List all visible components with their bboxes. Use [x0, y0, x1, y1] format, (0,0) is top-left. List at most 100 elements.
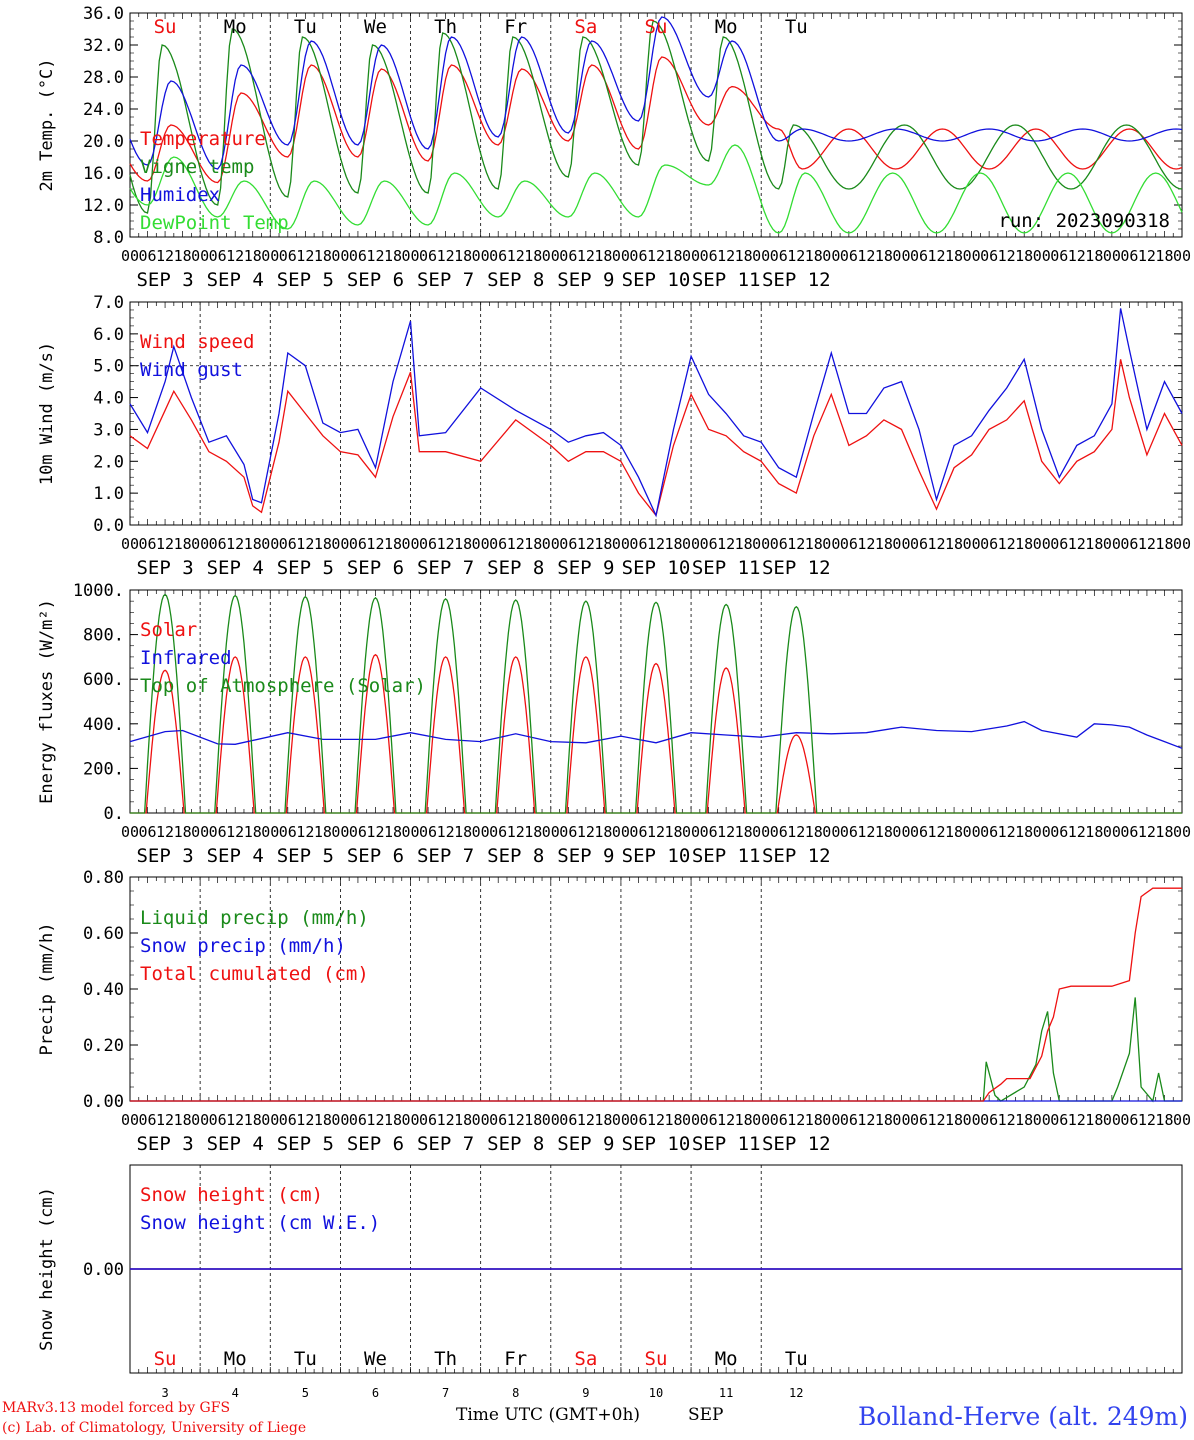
hour-label: 06: [1050, 535, 1068, 553]
legend-entry: Top of Atmosphere (Solar): [140, 675, 426, 697]
hour-label: 12: [647, 1111, 665, 1129]
hour-label: 00: [402, 247, 420, 265]
hour-label: 18: [1015, 1111, 1033, 1129]
hour-label: 00: [752, 823, 770, 841]
hour-label: 06: [209, 823, 227, 841]
y-tick-label: 0.00: [83, 1092, 124, 1112]
hour-label: 06: [419, 535, 437, 553]
hour-label: 12: [437, 247, 455, 265]
hour-label: 12: [1138, 535, 1156, 553]
hour-label: 06: [209, 1111, 227, 1129]
hour-label: 06: [489, 535, 507, 553]
hour-label: 12: [857, 247, 875, 265]
hour-label: 12: [296, 1111, 314, 1129]
hour-label: 00: [892, 1111, 910, 1129]
hour-label: 06: [700, 535, 718, 553]
hour-label: 12: [437, 1111, 455, 1129]
date-label: SEP 7: [417, 1133, 474, 1155]
hour-label: 06: [209, 535, 227, 553]
weekday-label: Fr: [504, 16, 527, 38]
hour-label: 18: [805, 247, 823, 265]
day-number-label: 6: [372, 1386, 379, 1400]
hour-label: 12: [717, 247, 735, 265]
hour-label: 00: [191, 535, 209, 553]
hour-label: 12: [577, 535, 595, 553]
hour-label: 12: [226, 247, 244, 265]
hour-label: 00: [402, 535, 420, 553]
hour-label: 06: [279, 1111, 297, 1129]
date-label: SEP 10: [622, 557, 691, 579]
y-tick-label: 36.0: [83, 4, 124, 24]
hour-label: 18: [1085, 247, 1103, 265]
series-wind-gust: [129, 308, 1183, 518]
date-label: SEP 8: [487, 557, 544, 579]
hour-label: 06: [489, 823, 507, 841]
hour-label: 18: [735, 247, 753, 265]
day-number-label: 12: [789, 1386, 803, 1400]
hour-label: 12: [296, 535, 314, 553]
y-axis-label: 2m Temp. (°C): [37, 58, 57, 191]
hour-label: 12: [1068, 247, 1086, 265]
hour-label: 18: [665, 247, 683, 265]
hour-label: 00: [1103, 247, 1121, 265]
weekday-label: Th: [434, 16, 457, 38]
weekday-label: Sa: [574, 16, 597, 38]
hour-label: 18: [454, 1111, 472, 1129]
hour-label: 06: [840, 535, 858, 553]
hour-label: 18: [454, 247, 472, 265]
weekday-label: We: [364, 16, 387, 38]
legend-entry: Snow precip (mm/h): [140, 935, 346, 957]
hour-label: 12: [787, 823, 805, 841]
weekday-label: Su: [645, 16, 668, 38]
hour-label: 18: [875, 247, 893, 265]
series-total-cumulated-cm-: [130, 887, 1182, 1102]
hour-label: 00: [261, 1111, 279, 1129]
hour-label: 00: [261, 247, 279, 265]
hour-label: 12: [998, 1111, 1016, 1129]
hour-label: 12: [1138, 823, 1156, 841]
y-tick-label: 600.: [83, 670, 124, 690]
date-label: SEP 10: [622, 845, 691, 867]
hour-label: 06: [139, 535, 157, 553]
hour-label: 12: [857, 823, 875, 841]
hour-label: 00: [682, 535, 700, 553]
hour-label: 06: [1120, 823, 1138, 841]
hour-label: 12: [296, 247, 314, 265]
hour-label: 18: [314, 247, 332, 265]
legend-entry: Wind gust: [140, 359, 243, 381]
date-label: SEP 4: [207, 845, 264, 867]
day-number-label: 10: [649, 1386, 663, 1400]
hour-label: 18: [1085, 823, 1103, 841]
hour-label: 06: [1050, 1111, 1068, 1129]
y-tick-label: 24.0: [83, 100, 124, 120]
hour-label: 06: [1120, 1111, 1138, 1129]
date-label: SEP 11: [692, 845, 761, 867]
hour-label: 06: [559, 1111, 577, 1129]
hour-label: 12: [717, 1111, 735, 1129]
y-tick-label: 0.80: [83, 868, 124, 888]
hour-label: 00: [892, 247, 910, 265]
hour-label: 18: [594, 535, 612, 553]
y-tick-label: 0.20: [83, 1036, 124, 1056]
hour-label: 00: [542, 1111, 560, 1129]
hour-label: 12: [928, 1111, 946, 1129]
hour-label: 06: [209, 247, 227, 265]
date-label: SEP 12: [762, 269, 831, 291]
date-label: SEP 5: [277, 557, 334, 579]
date-label: SEP 5: [277, 845, 334, 867]
weekday-label: Mo: [224, 1348, 247, 1370]
hour-label: 12: [928, 247, 946, 265]
hour-label: 00: [121, 823, 139, 841]
date-label: SEP 6: [347, 269, 404, 291]
date-label: SEP 12: [762, 557, 831, 579]
day-number-label: 9: [582, 1386, 589, 1400]
hour-label: 18: [314, 823, 332, 841]
legend-entry: Vigne temp: [140, 156, 254, 178]
hour-label: 06: [419, 247, 437, 265]
hour-label: 18: [524, 823, 542, 841]
legend-entry: Humidex: [140, 184, 220, 206]
date-label: SEP 7: [417, 557, 474, 579]
hour-label: 00: [1173, 535, 1191, 553]
hour-label: 18: [665, 823, 683, 841]
hour-label: 12: [647, 823, 665, 841]
